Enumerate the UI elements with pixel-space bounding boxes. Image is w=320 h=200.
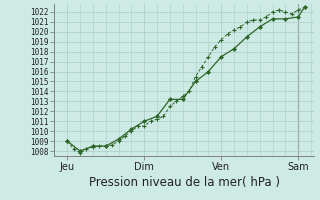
X-axis label: Pression niveau de la mer( hPa ): Pression niveau de la mer( hPa )	[89, 176, 279, 189]
